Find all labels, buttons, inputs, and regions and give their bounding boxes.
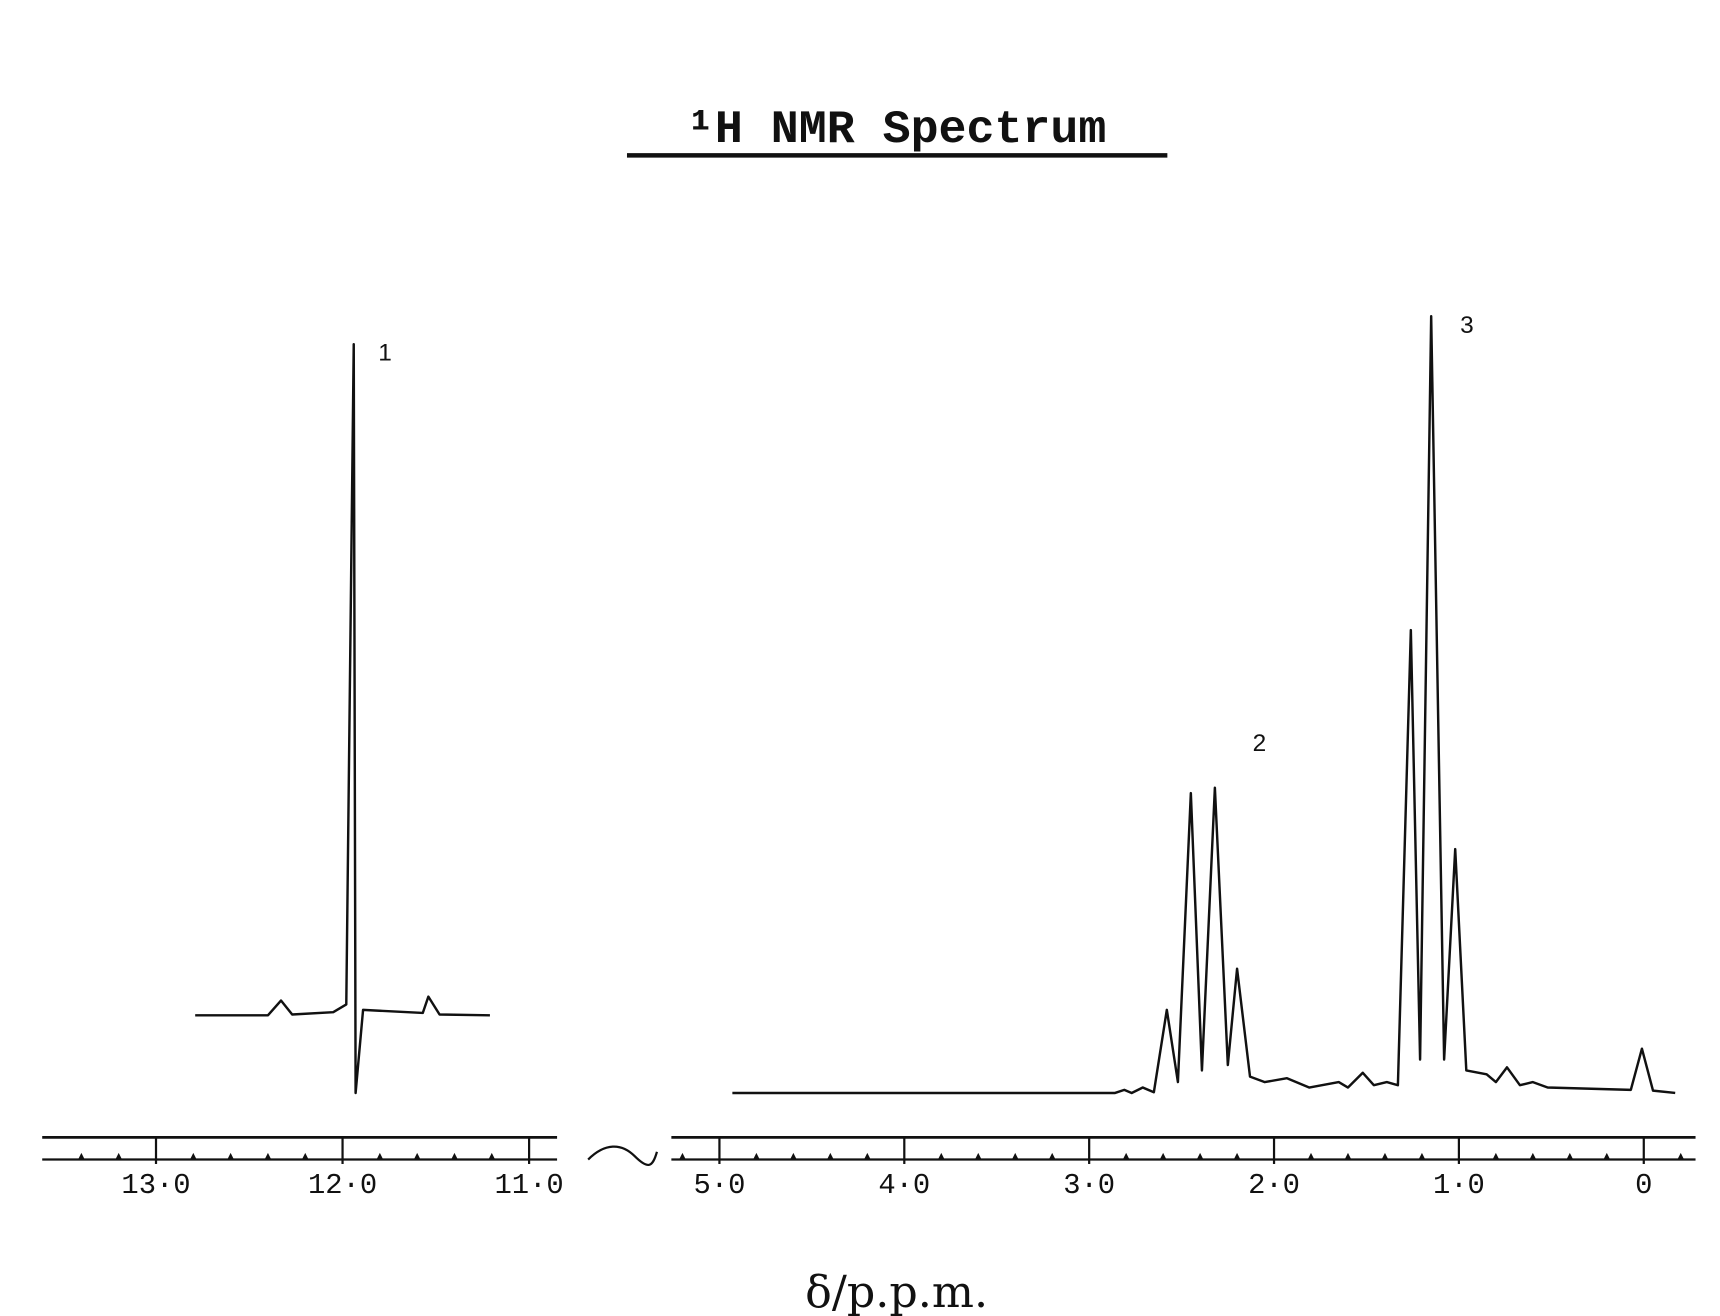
x-minor-tick [1418,1152,1426,1160]
x-minor-tick [115,1152,123,1160]
x-minor-tick [189,1152,197,1160]
x-minor-tick [1048,1152,1056,1160]
x-tick-label: 1·0 [1433,1169,1485,1202]
spectrum-trace [732,315,1676,1095]
x-minor-tick [1677,1152,1685,1160]
peak-annotation: 3 [1460,312,1474,339]
chart-title: ¹H NMR Spectrum [687,103,1106,156]
x-minor-tick [679,1152,686,1160]
x-minor-tick [1344,1152,1352,1160]
x-minor-tick [827,1152,834,1160]
x-minor-tick [974,1152,982,1160]
x-tick-label: 5·0 [693,1169,745,1202]
x-minor-tick [1159,1152,1167,1160]
x-minor-tick [1492,1152,1500,1160]
x-minor-tick [1233,1152,1241,1160]
x-minor-tick [488,1152,496,1160]
x-minor-tick [790,1152,797,1160]
x-tick-label: 11·0 [494,1169,563,1202]
peak-annotation: 1 [378,340,392,367]
x-axis-label: δ/p.p.m. [805,1267,988,1316]
x-tick-label: 13·0 [121,1169,190,1202]
x-tick-label: 3·0 [1063,1169,1115,1202]
x-minor-tick [1381,1152,1389,1160]
x-tick-label: 4·0 [878,1169,930,1202]
x-tick-label: 0 [1635,1169,1652,1202]
x-minor-tick [1603,1152,1611,1160]
x-minor-tick [301,1152,309,1160]
x-minor-tick [376,1152,384,1160]
x-minor-tick [753,1152,760,1160]
x-minor-tick [1529,1152,1537,1160]
x-minor-tick [413,1152,421,1160]
x-minor-tick [451,1152,458,1160]
x-minor-tick [863,1152,871,1160]
x-minor-tick [1122,1152,1130,1160]
x-tick-label: 12·0 [308,1169,377,1202]
x-minor-tick [78,1152,85,1160]
axis-break [587,1145,659,1166]
x-tick-label: 2·0 [1248,1169,1300,1202]
x-minor-tick [1196,1152,1204,1160]
peak-annotation: 2 [1253,730,1267,757]
x-minor-tick [227,1152,234,1160]
x-minor-tick [264,1152,272,1160]
x-minor-tick [1566,1152,1574,1160]
x-minor-tick [1307,1152,1315,1160]
x-minor-tick [1011,1152,1019,1160]
spectrum-trace [195,342,490,1095]
x-minor-tick [937,1152,945,1160]
